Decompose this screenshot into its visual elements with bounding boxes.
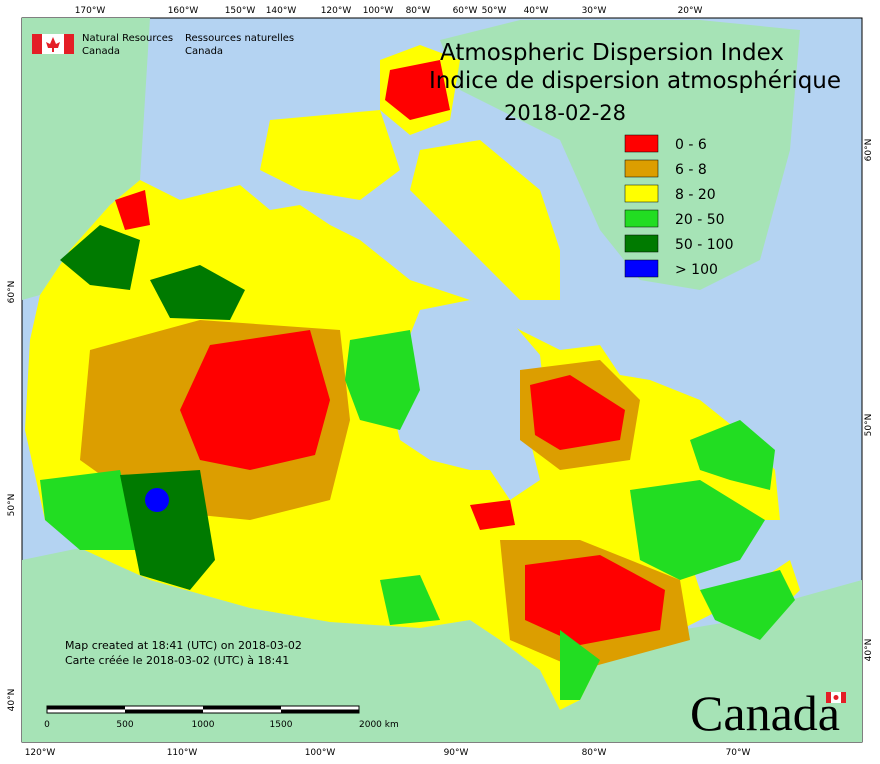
area-0-6 xyxy=(385,60,450,120)
logo-text: Ressources naturelles xyxy=(185,33,294,44)
graticule-label: 100°W xyxy=(363,6,394,16)
graticule-label: 50°N xyxy=(7,494,17,517)
area-50-100 xyxy=(120,470,215,590)
graticule-label: 150°W xyxy=(225,6,256,16)
legend-swatch xyxy=(624,209,659,228)
usa xyxy=(22,548,862,742)
hudson-bay xyxy=(390,300,545,500)
graticule-label: 90°W xyxy=(444,748,469,758)
area-50-100 xyxy=(150,265,245,320)
arctic-islands xyxy=(260,110,400,200)
graticule-label: 20°W xyxy=(678,6,703,16)
scale-bar-segment xyxy=(125,709,203,713)
graticule-label: 120°W xyxy=(321,6,352,16)
graticule-label: 60°N xyxy=(7,281,17,304)
newfoundland xyxy=(690,420,775,490)
wordmark: Canada xyxy=(690,685,840,741)
scale-bar-segment xyxy=(281,709,359,713)
scale-label: 0 xyxy=(44,720,50,730)
graticule-label: 80°W xyxy=(406,6,431,16)
legend-swatch xyxy=(624,134,659,153)
graticule-label: 170°W xyxy=(75,6,106,16)
graticule-label: 140°W xyxy=(266,6,297,16)
graticule-label: 40°N xyxy=(864,639,874,662)
logo-text: Canada xyxy=(185,46,223,57)
scale-bar-segment xyxy=(203,706,281,710)
scale-bar-segment xyxy=(47,706,125,710)
graticule-label: 50°W xyxy=(482,6,507,16)
graticule-label: 120°W xyxy=(25,748,56,758)
area-0-6 xyxy=(525,555,665,645)
note: Carte créée le 2018-03-02 (UTC) à 18:41 xyxy=(65,654,289,667)
maple-leaf xyxy=(46,37,60,52)
legend-swatch xyxy=(624,159,659,178)
legend-label: > 100 xyxy=(675,262,718,278)
scale-label: 1000 xyxy=(192,720,215,730)
area-above-100 xyxy=(145,488,169,512)
area-0-6 xyxy=(470,500,515,530)
graticule-label: 80°W xyxy=(582,748,607,758)
graticule-label: 100°W xyxy=(305,748,336,758)
flag-band xyxy=(32,34,42,54)
wordmark-flag-band xyxy=(841,692,846,703)
scale-label: 2000 km xyxy=(359,720,399,730)
legend-swatch xyxy=(624,259,659,278)
legend-swatch xyxy=(624,234,659,253)
graticule-label: 50°N xyxy=(864,414,874,437)
legend-swatch xyxy=(624,184,659,203)
area-20-50 xyxy=(345,330,420,430)
graticule-label: 60°N xyxy=(864,139,874,162)
graticule-label: 40°W xyxy=(524,6,549,16)
scale-labels: 0 500 1000 1500 2000 km xyxy=(44,720,399,730)
legend-label: 0 - 6 xyxy=(675,137,707,153)
logo-text: Canada xyxy=(82,46,120,57)
baffin-island xyxy=(410,140,560,300)
wordmark-flag-band xyxy=(826,692,831,703)
wordmark-leaf xyxy=(833,695,839,700)
graticule-label: 110°W xyxy=(167,748,198,758)
scale-label: 500 xyxy=(116,720,133,730)
graticule-label: 60°W xyxy=(453,6,478,16)
legend-label: 6 - 8 xyxy=(675,162,707,178)
area-20-50 xyxy=(560,630,600,700)
legend-label: 20 - 50 xyxy=(675,212,725,228)
area-50-100 xyxy=(60,225,140,290)
title: Atmospheric Dispersion Index xyxy=(440,40,784,66)
title: Indice de dispersion atmosphérique xyxy=(429,68,841,94)
area-0-6 xyxy=(180,330,330,470)
legend: 0 - 6 6 - 8 8 - 20 20 - 50 50 - 100 > 100 xyxy=(624,134,734,278)
graticule-labels: 170°W 160°W 150°W 140°W 120°W 100°W 80°W 60°W 50… xyxy=(7,6,874,758)
date: 2018-02-28 xyxy=(504,101,626,125)
graticule-label: 40°N xyxy=(7,689,17,712)
legend-label: 50 - 100 xyxy=(675,237,734,253)
note: Map created at 18:41 (UTC) on 2018-03-02 xyxy=(65,639,302,652)
logo-text: Natural Resources xyxy=(82,33,173,44)
legend-label: 8 - 20 xyxy=(675,187,716,203)
area-20-50 xyxy=(40,470,140,550)
area-0-6 xyxy=(530,375,625,450)
area-20-50 xyxy=(630,480,765,580)
area-20-50 xyxy=(380,575,440,625)
area-20-50 xyxy=(700,570,795,640)
flag-band xyxy=(64,34,74,54)
area-0-6 xyxy=(115,190,150,230)
graticule-label: 30°W xyxy=(582,6,607,16)
alaska xyxy=(22,18,150,300)
scale-label: 1500 xyxy=(270,720,293,730)
graticule-label: 70°W xyxy=(726,748,751,758)
graticule-label: 160°W xyxy=(168,6,199,16)
greenland xyxy=(440,20,800,290)
